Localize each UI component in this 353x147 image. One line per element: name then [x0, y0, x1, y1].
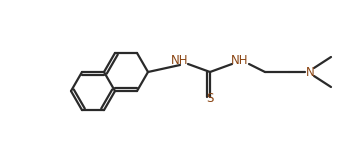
Text: NH: NH [171, 54, 189, 66]
Text: N: N [306, 66, 315, 78]
Text: NH: NH [231, 54, 249, 66]
Text: S: S [206, 91, 214, 105]
